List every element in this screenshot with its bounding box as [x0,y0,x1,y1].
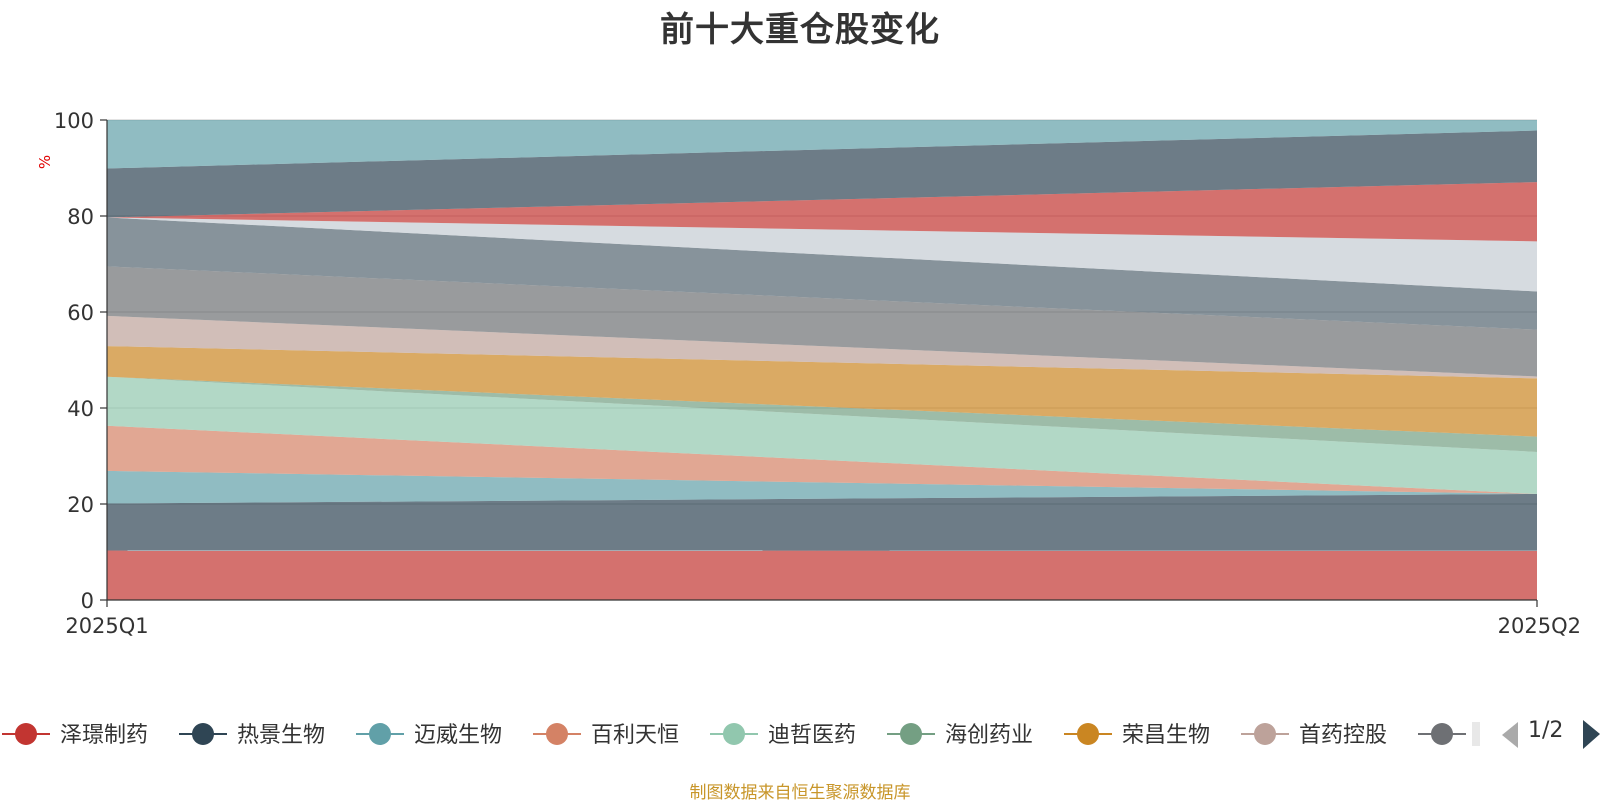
legend-label-truncated [1472,722,1480,746]
stacked-areas [107,120,1537,600]
area-series-11[interactable] [107,217,1537,292]
legend-item[interactable]: 荣昌生物 [1064,723,1210,748]
legend-item[interactable]: 迈威生物 [356,723,502,748]
y-axis-unit-label: % [36,155,54,169]
legend-label: 迈威生物 [414,723,502,748]
axes: 0 20 40 60 80 100 2025Q1 2025Q2% [36,109,1581,638]
legend-label: 热景生物 [237,723,325,748]
legend-page-indicator: 1/2 [1528,718,1564,743]
next-page-icon[interactable] [1583,720,1600,749]
area-series-13[interactable] [107,130,1537,218]
area-series-1[interactable] [107,550,1537,600]
y-tick-label: 100 [54,109,94,133]
legend-item[interactable]: 泽璟制药 [2,723,148,748]
legend-label: 百利天恒 [591,723,679,748]
y-tick-label: 20 [67,493,94,517]
legend-item[interactable]: 迪哲医药 [710,723,856,748]
area-series-8[interactable] [107,315,1537,379]
x-tick-label: 2025Q1 [65,614,148,638]
legend-item[interactable]: 百利天恒 [533,723,679,748]
area-series-5[interactable] [107,376,1537,494]
area-series-3[interactable] [107,470,1537,504]
area-series-14[interactable] [107,120,1537,169]
legend-marker-icon [900,723,922,745]
legend[interactable]: 泽璟制药 热景生物 迈威生物 百利天恒 迪哲医药 海创药业 荣昌生物 首药控股 [2,722,1480,748]
legend-marker-icon [1077,723,1099,745]
legend-label: 泽璟制药 [60,723,148,748]
area-series-7[interactable] [107,346,1537,437]
legend-label: 荣昌生物 [1122,723,1210,748]
legend-item[interactable]: 首药控股 [1241,723,1387,748]
source-note: 制图数据来自恒生聚源数据库 [689,783,911,803]
legend-label: 迪哲医药 [768,723,856,748]
y-tick-label: 80 [67,205,94,229]
x-tick-label: 2025Q2 [1498,614,1581,638]
chart-title: 前十大重仓股变化 [660,10,940,50]
legend-marker-icon [15,723,37,745]
y-tick-label: 0 [81,589,94,613]
legend-marker-icon [546,723,568,745]
legend-item[interactable]: 海创药业 [887,723,1033,748]
y-tick-label: 40 [67,397,94,421]
legend-item[interactable]: 热景生物 [179,723,325,748]
legend-pager[interactable] [1502,720,1600,749]
area-series-2[interactable] [107,493,1537,551]
legend-label: 海创药业 [945,723,1033,748]
area-series-9[interactable] [107,266,1537,377]
legend-item-cutoff[interactable] [1418,722,1480,746]
legend-marker-icon [1431,723,1453,745]
area-series-10[interactable] [107,217,1537,330]
legend-marker-icon [192,723,214,745]
legend-marker-icon [723,723,745,745]
legend-marker-icon [1254,723,1276,745]
prev-page-icon[interactable] [1502,722,1518,748]
y-tick-label: 60 [67,301,94,325]
area-series-12[interactable] [107,182,1537,242]
legend-marker-icon [369,723,391,745]
area-series-6[interactable] [107,376,1537,452]
legend-label: 首药控股 [1299,723,1387,748]
